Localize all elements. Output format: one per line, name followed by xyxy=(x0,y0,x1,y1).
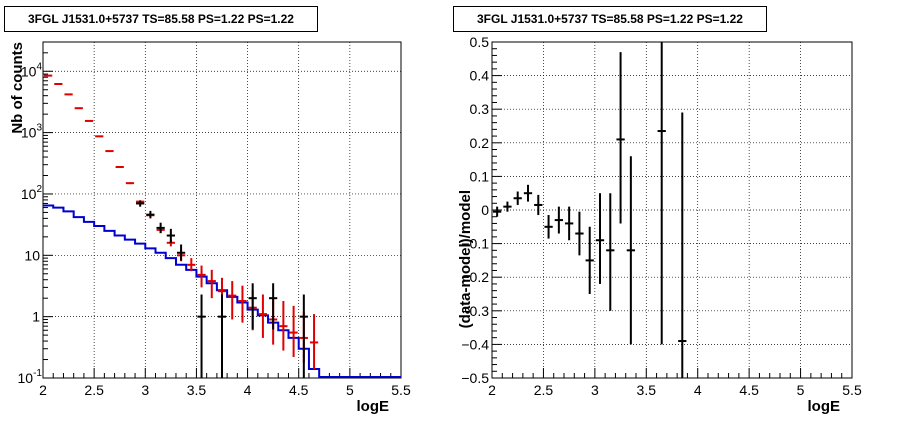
y-tick-label: −0.3 xyxy=(461,303,489,319)
y-tick-label: −0.1 xyxy=(461,236,489,252)
x-tick-label: 4.5 xyxy=(739,382,759,398)
y-tick-label: 0 xyxy=(481,202,489,218)
x-tick-label: 3.5 xyxy=(637,382,657,398)
y-tick-label: −0.4 xyxy=(461,336,489,352)
y-tick-label: 104 xyxy=(21,61,43,79)
y-tick-label: 0.2 xyxy=(470,135,490,151)
residual-points xyxy=(493,42,687,378)
y-tick-label: −0.5 xyxy=(461,370,489,386)
y-tick-label: 10-1 xyxy=(18,368,43,386)
x-tick-label: 3 xyxy=(591,382,599,398)
x-tick-label: 3 xyxy=(141,382,149,398)
x-tick-label: 2.5 xyxy=(84,382,104,398)
left-chart-title: 3FGL J1531.0+5737 TS=85.58 PS=1.22 PS=1.… xyxy=(4,6,318,32)
x-tick-label: 2.5 xyxy=(534,382,554,398)
x-tick-label: 4 xyxy=(694,382,702,398)
x-tick-label: 5.5 xyxy=(842,382,862,398)
x-tick-label: 5 xyxy=(346,382,354,398)
x-tick-label: 5 xyxy=(797,382,805,398)
x-tick-label: 4.5 xyxy=(289,382,309,398)
y-axis-label: (data-model)/model xyxy=(457,190,474,328)
y-tick-label: −0.2 xyxy=(461,269,489,285)
right-chart-title: 3FGL J1531.0+5737 TS=85.58 PS=1.22 PS=1.… xyxy=(453,6,767,32)
data-points xyxy=(136,200,308,378)
y-axis-label: Nb of counts xyxy=(9,42,26,134)
y-tick-label: 103 xyxy=(21,123,43,141)
y-tick-label: 10 xyxy=(24,247,40,263)
x-tick-label: 5.5 xyxy=(391,382,411,398)
x-axis-label: logE xyxy=(357,398,390,415)
x-tick-label: 3.5 xyxy=(187,382,207,398)
x-tick-label: 2 xyxy=(39,382,47,398)
y-tick-label: 0.1 xyxy=(470,168,490,184)
y-tick-label: 1 xyxy=(32,309,40,325)
y-tick-label: 0.3 xyxy=(470,101,490,117)
y-tick-label: 102 xyxy=(21,184,43,202)
x-axis-label: logE xyxy=(808,398,841,415)
model-step-line xyxy=(43,204,401,378)
x-tick-label: 2 xyxy=(488,382,496,398)
x-tick-label: 4 xyxy=(244,382,252,398)
y-tick-label: 0.4 xyxy=(470,68,490,84)
y-tick-label: 0.5 xyxy=(470,34,490,50)
